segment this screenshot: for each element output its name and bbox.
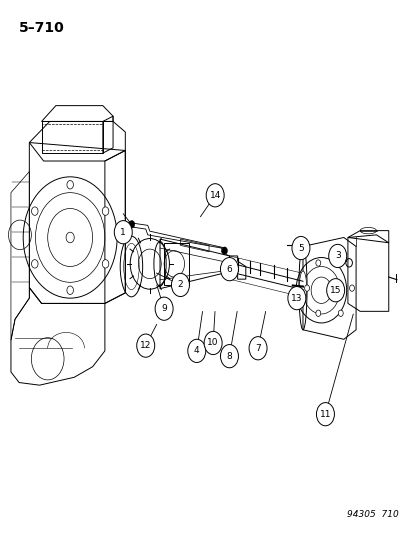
Circle shape [220,257,238,281]
Circle shape [315,310,320,317]
Circle shape [204,332,222,354]
Circle shape [67,286,73,294]
Circle shape [171,273,189,296]
Text: 4: 4 [194,346,199,356]
Text: 1: 1 [120,228,126,237]
Text: 7: 7 [254,344,260,353]
Circle shape [188,340,205,362]
Text: 3: 3 [334,252,340,261]
Text: 9: 9 [161,304,166,313]
Circle shape [31,260,38,268]
Circle shape [287,287,305,310]
Circle shape [304,285,309,292]
Circle shape [206,184,223,207]
Circle shape [102,260,109,268]
Text: 5–710: 5–710 [19,21,65,35]
Ellipse shape [299,271,306,305]
Text: 6: 6 [226,265,232,273]
Circle shape [129,221,134,228]
Circle shape [114,221,132,244]
Circle shape [220,344,238,368]
Circle shape [291,237,309,260]
Text: 13: 13 [290,294,302,303]
Circle shape [102,207,109,215]
Text: 11: 11 [319,410,330,419]
Circle shape [221,247,227,254]
Text: 94305  710: 94305 710 [347,510,398,519]
Circle shape [316,402,334,426]
Text: 15: 15 [329,286,341,295]
Text: 8: 8 [226,352,232,361]
Text: 5: 5 [297,244,303,253]
Circle shape [337,310,342,317]
Circle shape [249,337,266,360]
Text: 10: 10 [207,338,218,348]
Circle shape [349,285,354,292]
Circle shape [67,181,73,189]
Circle shape [328,244,346,268]
Circle shape [136,334,154,357]
Circle shape [155,297,173,320]
Circle shape [315,260,320,266]
Text: 2: 2 [177,280,183,289]
Text: 12: 12 [140,341,151,350]
Circle shape [326,279,344,302]
Circle shape [337,260,342,266]
Circle shape [31,207,38,215]
Text: 14: 14 [209,191,220,200]
